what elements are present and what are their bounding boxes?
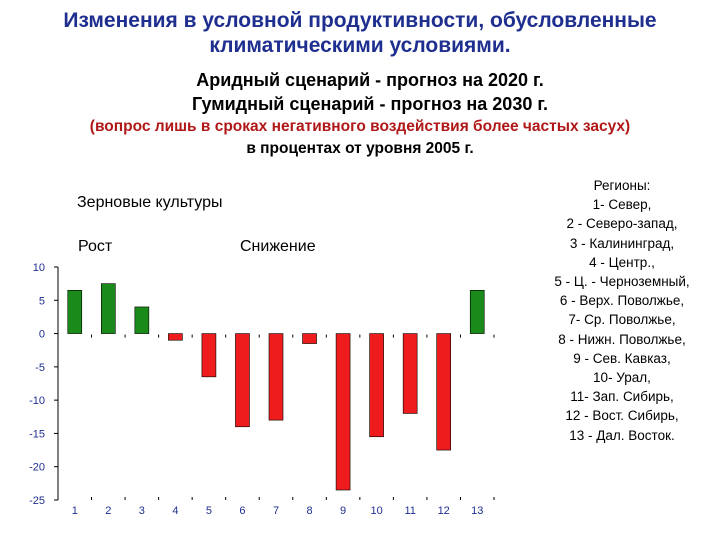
x-tick-label: 12 bbox=[438, 505, 450, 517]
x-tick-label: 1 bbox=[72, 505, 78, 517]
bar-5 bbox=[201, 333, 217, 378]
units-note: в процентах от уровня 2005 г. bbox=[246, 140, 474, 157]
region-item-4: 4 - Центр., bbox=[589, 254, 655, 270]
region-item-9: 9 - Сев. Кавказ, bbox=[573, 350, 671, 366]
legend-growth: Рост bbox=[78, 238, 113, 255]
region-item-3: 3 - Калининград, bbox=[569, 235, 675, 251]
x-tick-label: 5 bbox=[206, 505, 212, 517]
title-line-1: Изменения в условной продуктивности, обу… bbox=[63, 9, 657, 32]
x-tick-label: 3 bbox=[139, 505, 145, 517]
bar-3 bbox=[134, 306, 150, 334]
bar-11 bbox=[402, 333, 418, 414]
x-tick-label: 4 bbox=[172, 505, 178, 517]
y-tick-label: -10 bbox=[29, 395, 45, 407]
region-item-1: 1- Север, bbox=[592, 197, 652, 213]
y-tick-label: 0 bbox=[39, 329, 45, 341]
region-item-11: 11- Зап. Сибирь, bbox=[570, 389, 674, 405]
y-tick-label: -15 bbox=[29, 428, 45, 440]
scenario-arid: Аридный сценарий - прогноз на 2020 г. bbox=[196, 70, 544, 90]
y-tick-label: -25 bbox=[29, 495, 45, 507]
x-tick-label: 7 bbox=[273, 505, 279, 517]
bar-9 bbox=[335, 333, 351, 491]
x-tick-label: 13 bbox=[471, 505, 483, 517]
bar-4 bbox=[168, 333, 183, 341]
y-tick-label: -20 bbox=[29, 462, 45, 474]
y-tick-label: -5 bbox=[35, 362, 45, 374]
bar-1 bbox=[67, 289, 83, 334]
x-tick-label: 2 bbox=[105, 505, 111, 517]
chart-heading: Зерновые культуры bbox=[77, 194, 223, 211]
region-item-6: 6 - Верх. Поволжье, bbox=[559, 293, 685, 309]
bar-8 bbox=[302, 333, 317, 344]
regions-legend: Регионы: 1- Север, 2 - Северо-запад, 3 -… bbox=[527, 176, 717, 445]
x-tick-label: 9 bbox=[340, 505, 346, 517]
region-item-2: 2 - Северо-запад, bbox=[566, 216, 678, 232]
y-tick-label: 10 bbox=[33, 262, 45, 274]
bar-12 bbox=[436, 333, 451, 451]
bar-13 bbox=[469, 289, 485, 334]
region-item-10: 10- Урал, bbox=[593, 370, 651, 386]
x-tick-label: 6 bbox=[239, 505, 245, 517]
region-item-13: 13 - Дал. Восток. bbox=[569, 427, 675, 443]
bar-2 bbox=[101, 283, 116, 334]
y-tick-label: 5 bbox=[39, 295, 45, 307]
drought-note: (вопрос лишь в сроках негативного воздей… bbox=[89, 118, 631, 135]
x-tick-label: 8 bbox=[306, 505, 312, 517]
x-tick-label: 10 bbox=[370, 505, 382, 517]
scenario-humid: Гумидный сценарий - прогноз на 2030 г. bbox=[191, 94, 549, 114]
regions-title: Регионы: bbox=[593, 178, 651, 193]
bar-7 bbox=[268, 333, 284, 421]
page-title: Изменения в условной продуктивности, обу… bbox=[0, 8, 720, 58]
x-tick-label: 11 bbox=[404, 505, 415, 517]
region-item-8: 8 - Нижн. Поволжье, bbox=[558, 331, 686, 347]
title-line-2: климатическими условиями. bbox=[209, 34, 511, 57]
region-item-7: 7- Ср. Поволжье, bbox=[568, 312, 676, 328]
region-item-12: 12 - Вост. Сибирь, bbox=[565, 408, 679, 424]
region-item-5: 5 - Ц. - Черноземный, bbox=[554, 274, 690, 290]
bar-10 bbox=[369, 333, 384, 438]
bar-6 bbox=[235, 333, 250, 428]
legend-decline: Снижение bbox=[240, 238, 316, 255]
